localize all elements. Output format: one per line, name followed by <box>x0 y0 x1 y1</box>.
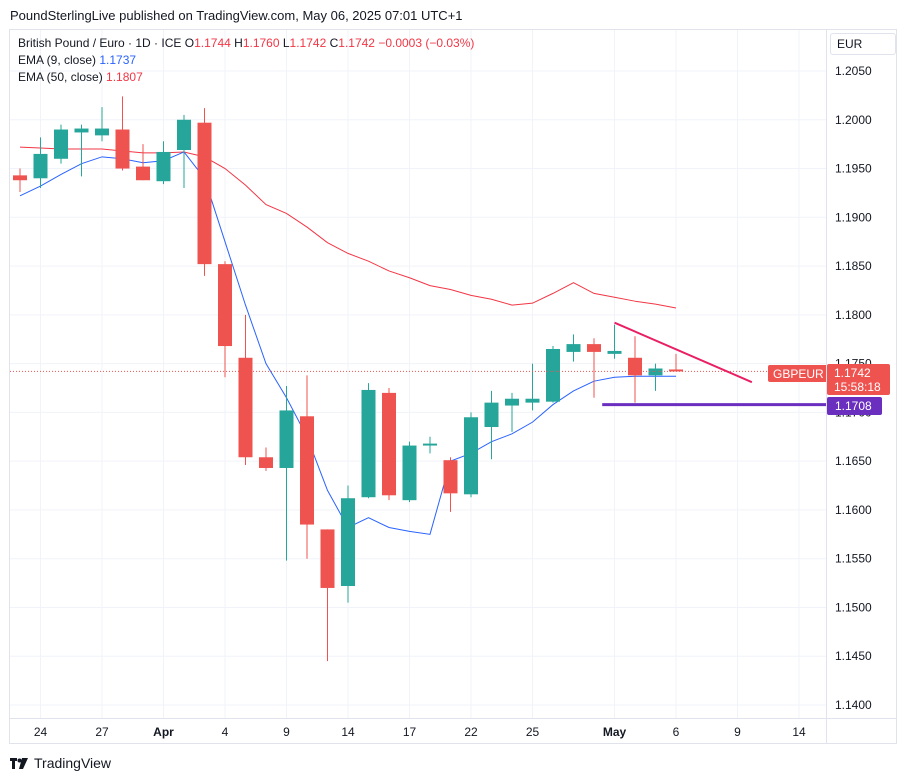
x-tick-label: 22 <box>464 725 478 739</box>
grid-lines <box>10 30 826 718</box>
legend-high-label: H <box>234 36 243 50</box>
y-tick-label: 1.1900 <box>835 210 872 224</box>
candle-up <box>484 402 499 428</box>
legend-close-value: 1.1742 <box>338 36 375 50</box>
chart-frame <box>9 29 897 744</box>
y-tick-label: 1.1550 <box>835 552 872 566</box>
bar-countdown: 15:58:18 <box>834 380 881 394</box>
legend-close-label: C <box>329 36 339 50</box>
tradingview-brand[interactable]: TradingView <box>10 755 111 771</box>
support-price-tag: 1.1708 <box>827 397 882 415</box>
y-tick-label: 1.1450 <box>835 649 872 663</box>
candle-down <box>259 457 273 468</box>
x-tick-label: 9 <box>283 725 290 739</box>
candle-down <box>382 392 396 496</box>
candle-down <box>320 529 335 588</box>
tradingview-logo-icon <box>10 757 28 769</box>
legend-change: −0.0003 (−0.03%) <box>378 36 475 50</box>
x-tick-label: 25 <box>526 725 540 739</box>
candle-up <box>54 129 68 159</box>
candle-up <box>95 128 109 136</box>
candle-down <box>197 122 212 265</box>
candle-up <box>566 344 581 352</box>
candle-up <box>505 398 519 406</box>
legend-ema50-label: EMA (50, close) <box>18 70 103 84</box>
candle-up <box>361 389 376 498</box>
candle-down <box>443 460 458 494</box>
candle-down <box>669 369 683 372</box>
resistance-trendline <box>614 321 753 384</box>
candle-down <box>218 264 232 347</box>
legend-open-value: 1.1744 <box>194 36 231 50</box>
y-tick-label: 1.1400 <box>835 698 872 712</box>
x-tick-label: 14 <box>341 725 355 739</box>
legend-low-value: 1.1742 <box>289 36 327 50</box>
legend-ema9-row: EMA (9, close) 1.1737 <box>18 53 136 67</box>
candle-up <box>423 443 437 446</box>
legend-symbol: British Pound / Euro · 1D · ICE <box>18 36 182 50</box>
candle-down <box>300 416 314 525</box>
y-tick-label: 1.1800 <box>835 308 872 322</box>
x-tick-label: Apr <box>153 725 174 739</box>
y-tick-label: 1.1950 <box>835 162 872 176</box>
candle-up <box>464 417 478 495</box>
last-price-tag: 1.1742 15:58:18 <box>827 364 890 395</box>
x-tick-label: 14 <box>792 725 806 739</box>
legend-low-label: L <box>282 36 290 50</box>
y-tick-label: 1.2050 <box>835 64 872 78</box>
candle-up <box>607 350 622 354</box>
candle-up <box>279 410 294 468</box>
candle-up <box>156 151 171 182</box>
candles <box>13 96 683 662</box>
legend-ohlc-row: British Pound / Euro · 1D · ICE O1.1744 … <box>18 36 474 50</box>
x-tick-label: 17 <box>403 725 417 739</box>
candle-up <box>177 119 191 151</box>
legend-ema9-value: 1.1737 <box>99 53 137 67</box>
y-tick-label: 1.1600 <box>835 503 872 517</box>
legend-ema9-label: EMA (9, close) <box>18 53 97 67</box>
candle-up <box>402 445 417 501</box>
y-tick-label: 1.2000 <box>835 113 872 127</box>
candle-up <box>546 348 560 402</box>
x-tick-label: 24 <box>34 725 48 739</box>
time-axis: 24 27 Apr 4 9 14 17 22 25 May 6 9 14 <box>10 718 897 739</box>
x-tick-label: 9 <box>734 725 741 739</box>
candle-down <box>238 357 253 458</box>
x-tick-label: 4 <box>222 725 229 739</box>
candle-down <box>13 175 27 181</box>
publisher-caption: PoundSterlingLive published on TradingVi… <box>10 8 463 23</box>
candle-down <box>115 129 130 169</box>
candle-down <box>136 166 150 181</box>
legend-ema50-value: 1.1807 <box>106 70 143 84</box>
legend-ema50-row: EMA (50, close) 1.1807 <box>18 70 143 84</box>
x-tick-label: 27 <box>95 725 109 739</box>
candle-down <box>587 344 601 352</box>
candle-up <box>525 398 540 403</box>
ticker-tag: GBPEUR <box>768 365 826 382</box>
x-tick-label: May <box>603 725 627 739</box>
annotations <box>10 321 826 407</box>
x-tick-label: 6 <box>673 725 680 739</box>
last-price-value: 1.1742 <box>834 366 871 380</box>
currency-selector[interactable]: EUR <box>830 33 896 55</box>
candle-up <box>33 153 48 179</box>
tradingview-wordmark: TradingView <box>34 755 112 771</box>
candle-up <box>74 128 89 133</box>
y-tick-label: 1.1850 <box>835 259 872 273</box>
legend-open-label: O <box>184 36 195 50</box>
candle-down <box>628 357 642 376</box>
y-tick-label: 1.1650 <box>835 454 872 468</box>
legend-high-value: 1.1760 <box>242 36 280 50</box>
y-tick-label: 1.1500 <box>835 600 872 614</box>
candle-up <box>341 498 355 587</box>
